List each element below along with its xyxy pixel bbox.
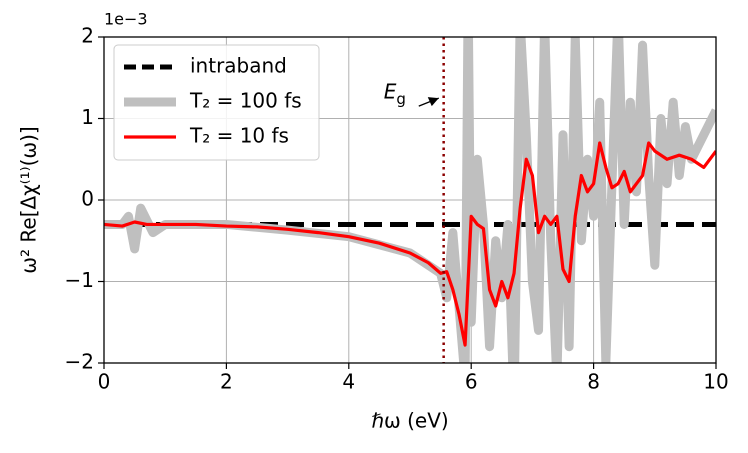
line-series xyxy=(104,141,716,347)
x-tick-label: 2 xyxy=(220,370,233,394)
y-tick-label: 0 xyxy=(81,187,94,211)
x-axis-label: ℏω (eV) xyxy=(371,409,448,433)
annotation-arrowhead xyxy=(427,97,439,107)
x-tick-label: 6 xyxy=(465,370,478,394)
legend-label: T₂ = 10 fs xyxy=(189,124,289,148)
legend-box xyxy=(113,44,320,161)
x-tick-label: 8 xyxy=(587,370,600,394)
annotation-subscript: g xyxy=(396,90,406,108)
y-tick-label: −2 xyxy=(65,350,94,374)
legend-label: T₂ = 100 fs xyxy=(189,89,302,113)
legend-label: intraband xyxy=(190,54,287,78)
x-tick-label: 0 xyxy=(98,370,111,394)
y-tick-label: 1 xyxy=(81,105,94,129)
y-tick-label: 2 xyxy=(81,24,94,48)
x-tick-label: 4 xyxy=(342,370,355,394)
axes-frame xyxy=(103,36,717,364)
annotation: Eg xyxy=(384,80,406,108)
x-tick-label: 10 xyxy=(703,370,728,394)
plot-area xyxy=(104,37,716,363)
y-tick-label: −1 xyxy=(65,268,94,292)
y-axis-label: ω² Re[Δχ⁽¹⁾(ω)] xyxy=(17,126,41,273)
y-offset-label: 1e−3 xyxy=(104,10,148,29)
